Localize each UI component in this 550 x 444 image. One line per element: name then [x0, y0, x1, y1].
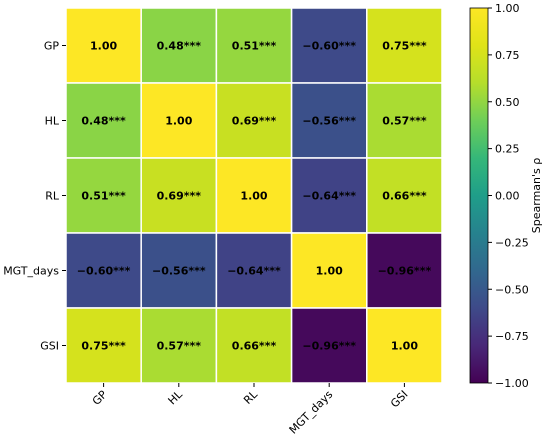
- x-tick-label: HL: [166, 387, 186, 407]
- cell-value-label: 0.57***: [382, 115, 427, 128]
- heatmap-cell: [140, 307, 218, 384]
- heatmap-cell: [290, 157, 368, 234]
- heatmap-cell: [366, 232, 443, 309]
- cell-value-label: 0.57***: [157, 340, 202, 353]
- colorbar-tick-label: 1.00: [495, 2, 520, 15]
- cell-value-label: 0.75***: [81, 340, 126, 353]
- cell-value-label: −0.60***: [302, 40, 356, 53]
- cell-value-label: 0.69***: [232, 115, 277, 128]
- colorbar-tick-label: −1.00: [495, 377, 529, 390]
- y-tick-label: RL: [45, 190, 60, 203]
- x-tick-label: RL: [241, 387, 261, 407]
- cell-value-label: −0.64***: [227, 265, 281, 278]
- colorbar-tick-label: −0.50: [495, 283, 529, 296]
- heatmap-cell: [140, 7, 218, 84]
- cell-value-label: 0.66***: [232, 340, 277, 353]
- x-tick-label: GSI: [388, 388, 410, 410]
- cell-value-label: 1.00: [316, 265, 343, 278]
- colorbar-tick-label: 0.25: [495, 143, 520, 156]
- colorbar-tick-label: −0.25: [495, 236, 529, 249]
- heatmap-cell: [65, 307, 142, 384]
- heatmap-cell: [140, 157, 218, 234]
- cell-value-label: −0.56***: [302, 115, 356, 128]
- cell-value-label: 0.66***: [382, 190, 427, 203]
- colorbar-tick-label: 0.00: [495, 190, 520, 203]
- cell-value-label: 0.51***: [232, 40, 277, 53]
- x-tick-label: MGT_days: [287, 388, 336, 437]
- colorbar-tick-label: 0.75: [495, 49, 520, 62]
- cell-value-label: 1.00: [240, 190, 267, 203]
- cell-value-label: 0.48***: [81, 115, 126, 128]
- heatmap-cell: [140, 232, 218, 309]
- heatmap-cell: [215, 232, 293, 309]
- cell-value-label: 1.00: [90, 40, 117, 53]
- heatmap-cell: [215, 82, 293, 159]
- y-tick-label: MGT_days: [3, 265, 59, 278]
- cell-value-label: −0.96***: [378, 265, 432, 278]
- y-tick-labels: GP HL RL MGT_days GSI: [3, 40, 66, 353]
- cell-value-label: 0.51***: [81, 190, 126, 203]
- cell-value-label: −0.56***: [152, 265, 206, 278]
- cell-value-label: −0.60***: [77, 265, 131, 278]
- colorbar-tick-label: 0.50: [495, 96, 520, 109]
- cell-value-label: 0.48***: [157, 40, 202, 53]
- y-tick-label: HL: [45, 115, 60, 128]
- heatmap-cell: [215, 7, 293, 84]
- heatmap-cell: [65, 7, 142, 84]
- colorbar-gradient: [469, 7, 489, 384]
- cell-value-label: 1.00: [165, 115, 192, 128]
- x-tick-label: GP: [90, 388, 110, 408]
- cell-value-label: −0.64***: [302, 190, 356, 203]
- heatmap-cell: [290, 232, 368, 309]
- colorbar-label: Spearman's ρ: [530, 158, 543, 233]
- cell-value-label: 1.00: [391, 340, 418, 353]
- x-tick-labels: GP HL RL MGT_days GSI: [90, 383, 411, 437]
- y-tick-label: GP: [44, 40, 60, 53]
- colorbar-tick-label: −0.75: [495, 330, 529, 343]
- cell-value-label: 0.75***: [382, 40, 427, 53]
- cell-value-label: −0.96***: [302, 340, 356, 353]
- heatmap-cell: [366, 82, 443, 159]
- heatmap-cells: 1.00 0.48*** 0.51*** −0.60*** 0.75*** 0.48***…: [65, 7, 443, 384]
- colorbar: 1.00 0.75 0.50 0.25 0.00 −0.25 −0.50 −0.75 −1.00…: [469, 2, 543, 390]
- y-tick-label: GSI: [40, 340, 59, 353]
- heatmap-cell: [215, 307, 293, 384]
- cell-value-label: 0.69***: [157, 190, 202, 203]
